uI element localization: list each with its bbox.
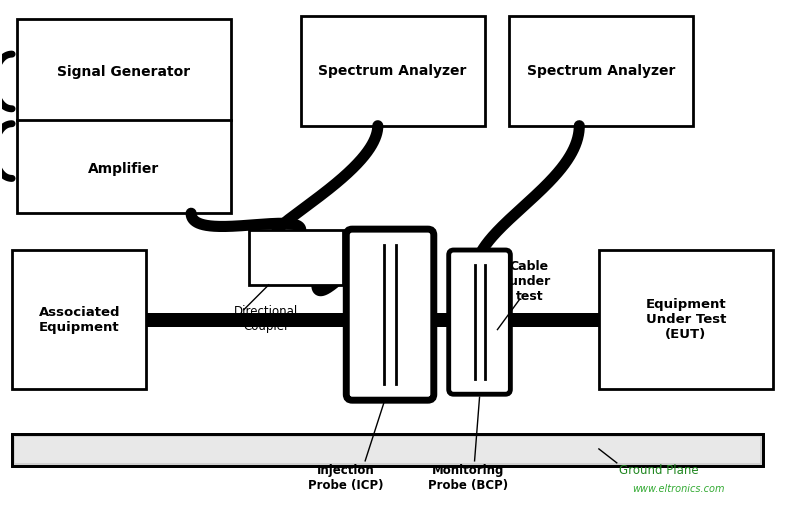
Bar xyxy=(15,437,760,463)
Bar xyxy=(12,434,763,466)
Text: Spectrum Analyzer: Spectrum Analyzer xyxy=(527,64,676,78)
Bar xyxy=(509,16,694,126)
FancyBboxPatch shape xyxy=(346,229,433,400)
Bar xyxy=(599,250,773,389)
Bar xyxy=(17,19,231,213)
Bar xyxy=(12,434,763,466)
Text: Equipment
Under Test
(EUT): Equipment Under Test (EUT) xyxy=(645,298,726,341)
Text: Cable
under
test: Cable under test xyxy=(509,260,550,303)
Text: Associated
Equipment: Associated Equipment xyxy=(39,306,120,334)
Text: Amplifier: Amplifier xyxy=(89,162,160,175)
Text: Signal Generator: Signal Generator xyxy=(58,65,191,79)
Text: Monitoring
Probe (BCP): Monitoring Probe (BCP) xyxy=(428,464,508,492)
Bar xyxy=(301,16,485,126)
Bar xyxy=(249,230,343,285)
Text: Injection
Probe (ICP): Injection Probe (ICP) xyxy=(308,464,383,492)
Text: Directional
Coupler: Directional Coupler xyxy=(234,305,298,333)
Text: Spectrum Analyzer: Spectrum Analyzer xyxy=(318,64,467,78)
Text: Ground Plane: Ground Plane xyxy=(619,464,698,477)
Bar xyxy=(12,250,146,389)
Text: www.eltronics.com: www.eltronics.com xyxy=(632,484,725,494)
FancyBboxPatch shape xyxy=(448,250,510,394)
